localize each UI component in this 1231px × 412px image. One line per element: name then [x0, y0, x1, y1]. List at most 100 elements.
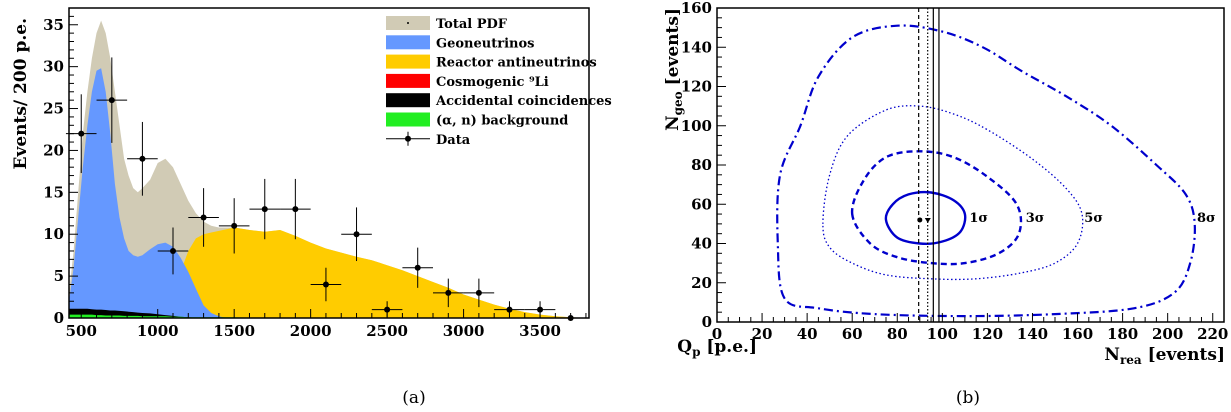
legend: Total PDF Geoneutrinos Reactor antineutrin…	[386, 16, 612, 148]
data-marker	[231, 222, 238, 229]
legend-swatch	[386, 54, 430, 69]
data-marker	[78, 130, 85, 137]
star-marker	[924, 217, 931, 223]
data-point	[463, 278, 495, 308]
data-marker	[322, 281, 329, 288]
x-tick-label: 60	[842, 325, 863, 343]
data-point	[402, 247, 433, 288]
legend-entry-acc: Accidental coincidences	[386, 93, 612, 109]
legend-entry-total: Total PDF	[386, 16, 508, 32]
data-marker	[506, 306, 513, 313]
x-tick-label: 0	[712, 325, 722, 343]
x-tick-label: 40	[797, 325, 818, 343]
y-tick-label: 120	[681, 78, 712, 96]
y-tick-label: 0	[54, 309, 64, 327]
y-tick-label: 100	[681, 117, 712, 135]
contour-dashdot	[776, 24, 1196, 318]
legend-swatch	[386, 35, 430, 50]
y-axis-label-a: Events/ 200 p.e.	[11, 18, 31, 170]
y-tick-label: 15	[43, 183, 64, 201]
legend-swatch	[386, 93, 430, 108]
sigma-label: 3σ	[1026, 211, 1045, 226]
legend-label: Cosmogenic ⁹Li	[436, 75, 549, 90]
x-axis-label-a: Qp [p.e.]	[677, 337, 757, 359]
data-marker	[261, 206, 268, 213]
data-marker	[170, 247, 176, 254]
area-reactor	[69, 227, 589, 318]
y-tick-label: 20	[43, 141, 64, 159]
y-tick-label: 25	[43, 100, 64, 118]
legend-swatch	[386, 112, 430, 127]
area-geo	[69, 68, 589, 318]
legend-entry-li9: Cosmogenic ⁹Li	[386, 73, 549, 90]
y-tick-label: 35	[43, 16, 64, 34]
plot-frame-b	[716, 7, 1225, 323]
data-marker	[445, 289, 452, 296]
contour-solid	[884, 190, 967, 245]
y-tick-label: 60	[691, 195, 712, 213]
plot-frame-a	[68, 7, 590, 319]
legend-marker	[405, 135, 411, 142]
data-point	[310, 267, 342, 302]
x-tick-label: 1000	[137, 322, 179, 340]
y-tick-label: 30	[43, 58, 64, 76]
x-tick-label: 140	[1017, 325, 1048, 343]
tick-marks-b: 0 20 40 60 80 100 120 140 160 180 200 220 0 20 40 60 80 1…	[681, 0, 1229, 343]
y-tick-label: 5	[54, 267, 64, 285]
contour-dashed	[850, 150, 1023, 266]
y-tick-label: 20	[691, 274, 712, 292]
x-tick-label: 1500	[213, 322, 255, 340]
legend-label: Data	[436, 133, 471, 148]
data-marker	[353, 231, 360, 238]
vertical-lines	[917, 8, 940, 322]
x-tick-label: 2000	[290, 322, 332, 340]
sigma-label: 1σ	[969, 211, 988, 226]
data-point	[341, 207, 372, 262]
data-point	[433, 278, 464, 308]
legend-entry-data: Data	[386, 131, 471, 148]
data-point	[127, 121, 158, 196]
data-point	[494, 301, 525, 318]
data-marker	[139, 155, 146, 162]
x-tick-label: 120	[972, 325, 1003, 343]
x-tick-label: 3500	[519, 322, 561, 340]
x-tick-label: 200	[1152, 325, 1183, 343]
y-tick-label: 160	[681, 0, 712, 17]
legend-swatch	[386, 73, 430, 88]
legend-label: Geoneutrinos	[436, 36, 534, 51]
y-tick-label: 40	[691, 235, 712, 253]
legend-entry-geo: Geoneutrinos	[386, 35, 534, 51]
x-tick-label: 80	[887, 325, 908, 343]
y-tick-label: 140	[681, 38, 712, 56]
data-points	[65, 57, 586, 321]
x-tick-label: 100	[927, 325, 958, 343]
best-fit-marker	[917, 217, 923, 223]
x-tick-label: 220	[1197, 325, 1228, 343]
legend-label: Reactor antineutrinos	[436, 56, 597, 71]
legend-entry-alphan: (α, n) background	[386, 112, 568, 129]
tick-marks-a: 500 1000 1500 2000 2500 3000 3500 0 5 10 15 20 25 30 3…	[43, 16, 587, 340]
x-tick-label: 20	[752, 325, 773, 343]
legend-entry-reactor: Reactor antineutrinos	[386, 54, 597, 71]
legend-label: Accidental coincidences	[435, 94, 612, 109]
data-point	[280, 178, 311, 240]
panel-a-energy-spectrum: 500 1000 1500 2000 2500 3000 35000510152025303…	[11, 7, 757, 408]
data-marker	[292, 206, 299, 213]
data-point	[249, 178, 281, 240]
legend-dot	[407, 22, 409, 24]
x-tick-label: 2500	[366, 322, 408, 340]
data-point	[188, 188, 219, 247]
data-point	[157, 227, 189, 275]
panel-label-a: (a)	[402, 388, 425, 408]
x-tick-label: 160	[1062, 325, 1093, 343]
x-tick-label: 180	[1107, 325, 1138, 343]
data-point	[65, 94, 97, 174]
data-point	[218, 198, 250, 254]
y-tick-label: 10	[43, 225, 64, 243]
x-tick-label: 3000	[443, 322, 485, 340]
data-point	[96, 57, 128, 143]
sigma-label: 8σ	[1197, 211, 1216, 226]
y-tick-label: 80	[691, 156, 712, 174]
data-marker	[475, 289, 482, 296]
